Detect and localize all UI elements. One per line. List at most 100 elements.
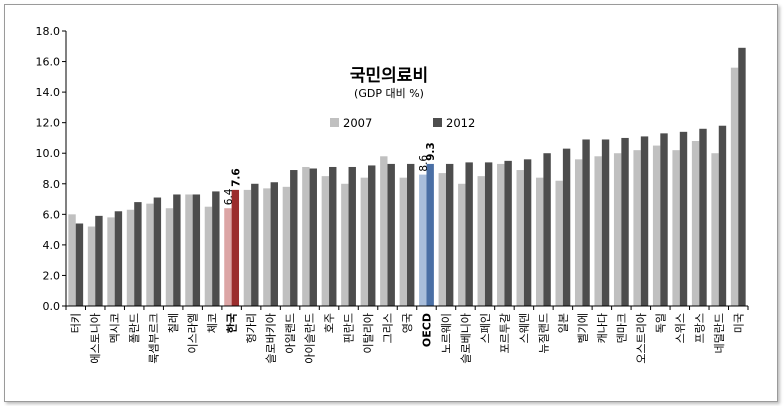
x-category-label: 이스라엘 bbox=[187, 313, 200, 353]
bar-2012 bbox=[309, 168, 317, 306]
bar-2007 bbox=[458, 183, 466, 306]
x-category-label: 벨기에 bbox=[576, 313, 589, 343]
bar-2007 bbox=[282, 186, 291, 306]
chart-subtitle: (GDP 대비 %) bbox=[354, 87, 424, 100]
bar-2012 bbox=[231, 189, 240, 306]
bar-2012 bbox=[523, 159, 532, 306]
bar-2007 bbox=[165, 208, 174, 306]
bar-2012 bbox=[290, 170, 298, 306]
x-category-label: 미국 bbox=[732, 313, 745, 333]
y-tick-label: 6.0 bbox=[43, 208, 61, 221]
bar-2012 bbox=[95, 215, 103, 306]
x-category-label: OECD bbox=[420, 313, 433, 347]
bar-2012 bbox=[192, 194, 201, 306]
bar-2012 bbox=[75, 223, 84, 306]
x-category-label: 노르웨이 bbox=[440, 313, 453, 353]
legend: 2007 2012 bbox=[330, 116, 475, 130]
y-tick-label: 8.0 bbox=[43, 178, 61, 191]
bar-2012 bbox=[718, 125, 727, 306]
bar-2007 bbox=[477, 176, 485, 306]
legend-swatch-2007 bbox=[330, 118, 339, 127]
bar-2012 bbox=[173, 194, 181, 306]
x-category-label: 독일 bbox=[653, 313, 667, 333]
x-category-label: 칠레 bbox=[167, 313, 180, 333]
bar-2007 bbox=[321, 176, 330, 306]
bar-2012 bbox=[251, 183, 259, 306]
bar-2012 bbox=[679, 131, 688, 306]
bar-2012 bbox=[484, 162, 493, 306]
y-tick-label: 2.0 bbox=[43, 269, 61, 282]
bar-2007 bbox=[341, 183, 349, 306]
x-category-label: 뉴질랜드 bbox=[537, 313, 550, 353]
bar-2012 bbox=[660, 133, 668, 306]
x-category-label: 폴란드 bbox=[128, 313, 141, 343]
bar-2007 bbox=[613, 153, 622, 306]
x-category-label: 슬로베니아 bbox=[459, 313, 472, 364]
bar-2007 bbox=[380, 156, 388, 306]
bar-2012 bbox=[562, 148, 571, 306]
bar-2012 bbox=[601, 139, 610, 306]
bar-2012 bbox=[270, 182, 278, 306]
y-tick-label: 18.0 bbox=[36, 25, 61, 38]
legend-label-2012: 2012 bbox=[446, 116, 475, 130]
chart-frame: 국민의료비 (GDP 대비 %) 2007 2012 0.0 2.0 4.0 6.0 8… bbox=[4, 4, 778, 402]
bar-2007 bbox=[574, 159, 583, 306]
bar-2007 bbox=[204, 206, 213, 306]
bar-2007 bbox=[516, 170, 524, 306]
bar-2007 bbox=[107, 217, 115, 306]
bar-2012 bbox=[738, 47, 746, 307]
bars bbox=[68, 47, 746, 307]
bar-2012 bbox=[114, 211, 123, 306]
bar-2007 bbox=[224, 208, 232, 306]
y-tick-label: 16.0 bbox=[36, 56, 61, 69]
x-category-label: 멕시코 bbox=[109, 313, 122, 343]
data-label: 8.6 bbox=[418, 155, 430, 172]
bar-2012 bbox=[699, 128, 707, 306]
x-category-label: 한국 bbox=[225, 313, 239, 333]
bar-2007 bbox=[146, 203, 154, 306]
legend-label-2007: 2007 bbox=[343, 116, 372, 130]
bar-2012 bbox=[504, 160, 512, 306]
data-labels: 6.47.6 8.69.3 bbox=[223, 142, 437, 205]
y-axis: 0.0 2.0 4.0 6.0 8.0 10.0 12.0 14.0 16.0 18.0 bbox=[36, 25, 67, 313]
x-category-label: 룩셈부르크 bbox=[148, 313, 161, 364]
bar-2012 bbox=[582, 139, 590, 306]
bar-2012 bbox=[640, 136, 649, 306]
bar-2007 bbox=[438, 173, 446, 306]
x-category-label: 스웨덴 bbox=[518, 313, 531, 343]
bar-2007 bbox=[672, 150, 680, 306]
y-tick-label: 14.0 bbox=[36, 86, 61, 99]
bar-2012 bbox=[134, 202, 142, 306]
bar-2012 bbox=[445, 163, 454, 306]
chart-title: 국민의료비 bbox=[350, 66, 428, 86]
bar-2007 bbox=[691, 141, 700, 306]
x-category-label: 스페인 bbox=[479, 313, 492, 343]
x-category-label: 포르투갈 bbox=[497, 313, 511, 353]
x-category-label: 에스토니아 bbox=[89, 313, 102, 364]
y-tick-label: 10.0 bbox=[36, 147, 61, 160]
bar-2007 bbox=[419, 174, 427, 306]
x-category-label: 핀란드 bbox=[343, 313, 356, 343]
bar-2007 bbox=[730, 67, 739, 306]
bar-2012 bbox=[621, 137, 629, 306]
bar-2007 bbox=[711, 153, 719, 306]
bar-2007 bbox=[497, 163, 505, 306]
bar-2012 bbox=[387, 163, 395, 306]
bar-2012 bbox=[426, 163, 434, 306]
x-category-label: 터키 bbox=[70, 313, 83, 333]
health-expenditure-chart: 국민의료비 (GDP 대비 %) 2007 2012 0.0 2.0 4.0 6.0 8… bbox=[36, 25, 749, 364]
bar-2007 bbox=[652, 145, 661, 306]
x-category-label: 오스트리아 bbox=[635, 313, 648, 364]
x-category-label: 아이슬란드 bbox=[304, 313, 317, 364]
bar-2012 bbox=[153, 197, 162, 306]
bar-2007 bbox=[87, 226, 96, 306]
bar-2007 bbox=[126, 209, 135, 306]
x-category-label: 프랑스 bbox=[693, 313, 706, 343]
x-category-label: 일본 bbox=[556, 313, 570, 333]
data-label: 7.6 bbox=[230, 168, 242, 187]
y-tick-label: 0.0 bbox=[43, 300, 61, 313]
bar-2007 bbox=[536, 177, 544, 306]
bar-2012 bbox=[407, 163, 415, 306]
x-category-label: 체코 bbox=[206, 313, 219, 333]
y-tick-label: 12.0 bbox=[36, 117, 61, 130]
